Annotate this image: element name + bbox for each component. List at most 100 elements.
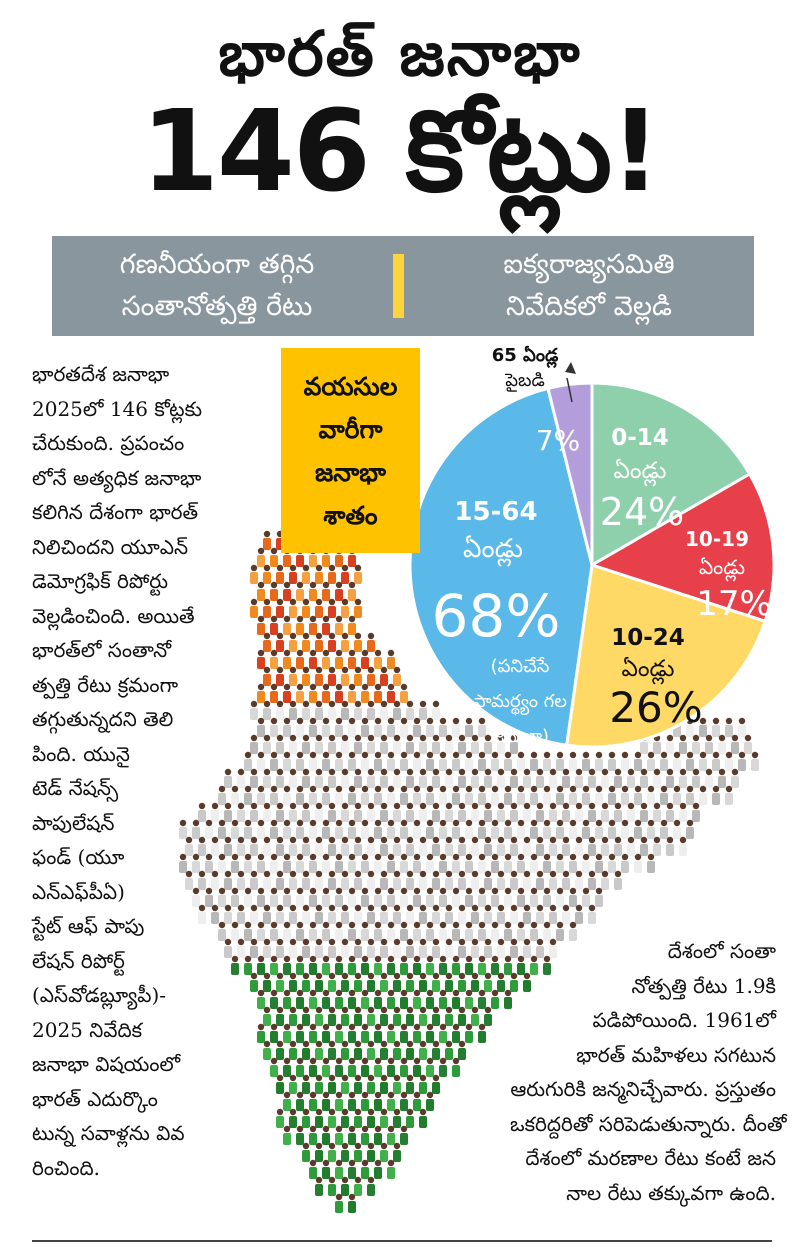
crowd-figure-head bbox=[393, 870, 401, 878]
crowd-figure-body bbox=[231, 793, 239, 805]
crowd-figure-body bbox=[627, 844, 635, 856]
crowd-figure-body bbox=[348, 1065, 356, 1077]
crowd-figure-body bbox=[692, 776, 700, 788]
crowd-figure-head bbox=[270, 853, 278, 861]
crowd-figure-body bbox=[263, 878, 271, 890]
crowd-figure-body bbox=[374, 1133, 382, 1145]
crowd-figure-body bbox=[354, 776, 362, 788]
crowd-figure-body bbox=[608, 827, 616, 839]
crowd-figure-body bbox=[348, 997, 356, 1009]
crowd-figure-head bbox=[179, 853, 187, 861]
crowd-figure-body bbox=[374, 759, 382, 771]
crowd-figure-head bbox=[556, 921, 564, 929]
crowd-figure-body bbox=[588, 810, 596, 822]
crowd-figure-head bbox=[354, 666, 362, 674]
crowd-figure-head bbox=[387, 1023, 395, 1031]
crowd-figure-head bbox=[536, 802, 544, 810]
crowd-figure-head bbox=[341, 632, 349, 640]
crowd-figure-head bbox=[296, 819, 304, 827]
crowd-figure-body bbox=[315, 572, 323, 584]
crowd-figure-head bbox=[575, 870, 583, 878]
crowd-figure-head bbox=[257, 887, 265, 895]
crowd-figure-head bbox=[419, 734, 427, 742]
crowd-figure-head bbox=[484, 904, 492, 912]
crowd-figure-body bbox=[250, 606, 258, 618]
crowd-figure-head bbox=[296, 955, 304, 963]
crowd-figure-body bbox=[393, 878, 401, 890]
crowd-figure-body bbox=[263, 844, 271, 856]
crowd-figure-head bbox=[387, 887, 395, 895]
crowd-figure-head bbox=[504, 989, 512, 997]
crowd-figure-head bbox=[400, 955, 408, 963]
crowd-figure-body bbox=[510, 946, 518, 958]
crowd-figure-body bbox=[478, 997, 486, 1009]
crowd-figure-body bbox=[465, 1031, 473, 1043]
crowd-figure-body bbox=[406, 810, 414, 822]
crowd-figure-head bbox=[276, 598, 284, 606]
crowd-figure-body bbox=[432, 844, 440, 856]
crowd-figure-head bbox=[322, 955, 330, 963]
crowd-figure-body bbox=[289, 980, 297, 992]
crowd-figure-body bbox=[614, 810, 622, 822]
crowd-figure-head bbox=[341, 700, 349, 708]
body-line: భారత్ మహిళలు సగటున bbox=[576, 1042, 776, 1067]
subheading-banner: గణనీయంగా తగ్గిన సంతానోత్పత్తి రేటు ఐక్యర… bbox=[52, 236, 754, 336]
crowd-figure-head bbox=[406, 1040, 414, 1048]
crowd-figure-head bbox=[575, 768, 583, 776]
crowd-figure-body bbox=[341, 742, 349, 754]
crowd-figure-body bbox=[309, 861, 317, 873]
crowd-figure-body bbox=[387, 861, 395, 873]
crowd-figure-head bbox=[601, 768, 609, 776]
crowd-figure-head bbox=[439, 1023, 447, 1031]
crowd-figure-body bbox=[426, 895, 434, 907]
crowd-figure-body bbox=[426, 861, 434, 873]
crowd-figure-body bbox=[374, 827, 382, 839]
body-line: భారతదేశ జనాభా bbox=[32, 362, 170, 386]
crowd-figure-head bbox=[497, 870, 505, 878]
crowd-figure-head bbox=[400, 853, 408, 861]
crowd-figure-head bbox=[549, 836, 557, 844]
crowd-figure-head bbox=[393, 1074, 401, 1082]
crowd-figure-body bbox=[543, 793, 551, 805]
crowd-figure-head bbox=[510, 972, 518, 980]
crowd-figure-body bbox=[302, 810, 310, 822]
crowd-figure-head bbox=[341, 1006, 349, 1014]
crowd-figure-head bbox=[335, 853, 343, 861]
crowd-figure-body bbox=[296, 725, 304, 737]
crowd-figure-body bbox=[751, 759, 759, 771]
crowd-figure-body bbox=[309, 827, 317, 839]
crowd-figure-body bbox=[549, 946, 557, 958]
crowd-figure-head bbox=[588, 802, 596, 810]
crowd-figure-body bbox=[185, 878, 193, 890]
crowd-figure-body bbox=[354, 1014, 362, 1026]
crowd-figure-body bbox=[517, 929, 525, 941]
age-box-line-4: శాతం bbox=[323, 500, 378, 530]
crowd-figure-head bbox=[354, 938, 362, 946]
crowd-figure-body bbox=[419, 1082, 427, 1094]
crowd-figure-body bbox=[315, 844, 323, 856]
crowd-figure-body bbox=[263, 810, 271, 822]
crowd-figure-head bbox=[296, 785, 304, 793]
crowd-figure-head bbox=[673, 819, 681, 827]
crowd-figure-head bbox=[205, 853, 213, 861]
crowd-figure-head bbox=[387, 1125, 395, 1133]
crowd-figure-body bbox=[263, 1048, 271, 1060]
crowd-figure-body bbox=[231, 963, 239, 975]
crowd-figure-body bbox=[296, 759, 304, 771]
crowd-figure-body bbox=[335, 793, 343, 805]
crowd-figure-head bbox=[341, 598, 349, 606]
crowd-figure-body bbox=[374, 895, 382, 907]
crowd-figure-body bbox=[406, 776, 414, 788]
crowd-figure-body bbox=[296, 895, 304, 907]
crowd-figure-head bbox=[322, 581, 330, 589]
crowd-figure-body bbox=[452, 997, 460, 1009]
crowd-figure-body bbox=[322, 997, 330, 1009]
crowd-figure-head bbox=[361, 649, 369, 657]
crowd-figure-body bbox=[283, 895, 291, 907]
crowd-figure-head bbox=[250, 870, 258, 878]
crowd-figure-head bbox=[582, 785, 590, 793]
crowd-figure-head bbox=[198, 836, 206, 844]
crowd-figure-body bbox=[380, 742, 388, 754]
crowd-figure-head bbox=[491, 989, 499, 997]
crowd-figure-body bbox=[289, 776, 297, 788]
